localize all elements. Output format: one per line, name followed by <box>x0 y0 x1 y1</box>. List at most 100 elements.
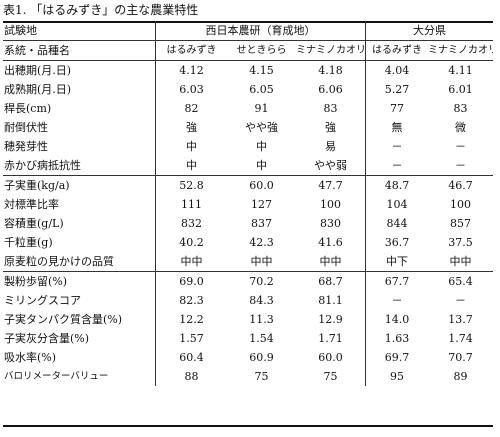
row-label: 耐倒伏性 <box>4 121 48 134</box>
table-cell: 4.18 <box>318 64 343 77</box>
table-cell: 91 <box>254 102 269 115</box>
table-cell: 69.7 <box>365 348 428 367</box>
row-label: 製粉歩留(%) <box>4 275 68 288</box>
table-row: バロリメーターバリュー 88 75 75 95 89 <box>3 367 493 386</box>
header-variety-label: 系統・品種名 <box>4 44 70 57</box>
table-cell: 中 <box>155 137 227 156</box>
table-cell: 6.05 <box>249 83 274 96</box>
table-cell: 82 <box>155 99 227 118</box>
header-row-site: 試験地 西日本農研（育成地） 大分県 <box>3 21 493 40</box>
table-cell: － <box>365 291 428 310</box>
table-row: 成熟期(月.日) 6.03 6.05 6.06 5.27 6.01 <box>3 80 493 99</box>
table-cell: 837 <box>251 217 272 230</box>
row-label: 子実タンパク質含量(%) <box>4 313 123 326</box>
table-cell: 5.27 <box>365 80 428 99</box>
table-row: 稈長(cm) 82 91 83 77 83 <box>3 99 493 118</box>
table-cell: 75 <box>254 370 269 383</box>
table-cell: 13.7 <box>448 313 473 326</box>
table-row: 子実重(kg/a) 52.8 60.0 47.7 48.7 46.7 <box>3 175 493 195</box>
table-cell: － <box>365 137 428 156</box>
table-cell: 中中 <box>449 255 472 268</box>
table-cell: 1.71 <box>318 332 343 345</box>
table-cell: 104 <box>365 195 428 214</box>
table-cell: 41.6 <box>318 236 343 249</box>
header-group-nishinihon: 西日本農研（育成地） <box>155 21 365 40</box>
row-label: 対標準比率 <box>4 198 59 211</box>
table-row: 吸水率(%) 60.4 60.9 60.0 69.7 70.7 <box>3 348 493 367</box>
table-cell: 4.11 <box>448 64 473 77</box>
row-label: 千粒重(g) <box>4 236 53 249</box>
table-row: 原麦粒の見かけの品質 中中 中中 中中 中下 中中 <box>3 252 493 271</box>
table-cell: 83 <box>453 102 468 115</box>
table-cell: 強 <box>155 118 227 137</box>
table-cell: 857 <box>450 217 471 230</box>
table-cell: 無 <box>365 118 428 137</box>
table-cell: 84.3 <box>249 294 274 307</box>
table-cell: 48.7 <box>365 176 428 195</box>
row-label: バロリメーターバリュー <box>4 371 109 382</box>
table-cell: 42.3 <box>249 236 274 249</box>
table-cell: 65.4 <box>448 275 473 288</box>
table-cell: 68.7 <box>318 275 343 288</box>
table-row: 千粒重(g) 40.2 42.3 41.6 36.7 37.5 <box>3 233 493 252</box>
row-label: 赤かび病抵抗性 <box>4 159 81 172</box>
row-label: 出穂期(月.日) <box>4 64 72 77</box>
table-row: 容積重(g/L) 832 837 830 844 857 <box>3 214 493 233</box>
table-row: 出穂期(月.日) 4.12 4.15 4.18 4.04 4.11 <box>3 61 493 80</box>
table-cell: 1.63 <box>365 329 428 348</box>
table-row: 子実灰分含量(%) 1.57 1.54 1.71 1.63 1.74 <box>3 329 493 348</box>
table-cell: 14.0 <box>365 310 428 329</box>
row-label: 容積重(g/L) <box>4 217 64 230</box>
table-cell: 中中 <box>155 252 227 271</box>
table-cell: 100 <box>450 198 471 211</box>
row-label: 原麦粒の見かけの品質 <box>4 255 114 268</box>
table-cell: 4.12 <box>155 61 227 80</box>
table-cell: 中中 <box>250 255 273 268</box>
table-cell: 52.8 <box>155 176 227 195</box>
table-cell: 60.0 <box>318 351 343 364</box>
table-row: 耐倒伏性 強 やや強 強 無 微 <box>3 118 493 137</box>
table-cell: 中中 <box>319 255 342 268</box>
table-cell: 111 <box>155 195 227 214</box>
row-label: 稈長(cm) <box>4 102 52 115</box>
table-cell: 6.06 <box>318 83 343 96</box>
header-variety: はるみずき <box>365 41 428 60</box>
table-cell: 100 <box>320 198 341 211</box>
table-cell: 127 <box>251 198 272 211</box>
table-cell: － <box>455 294 466 307</box>
table-cell: 4.15 <box>249 64 274 77</box>
table-cell: やや弱 <box>314 159 347 172</box>
table-cell: 40.2 <box>155 233 227 252</box>
table-cell: 70.2 <box>249 275 274 288</box>
table-cell: － <box>455 159 466 172</box>
table-cell: 67.7 <box>365 272 428 291</box>
header-variety: ミナミノカオリ <box>428 45 493 56</box>
table-cell: 830 <box>320 217 341 230</box>
table-row: 赤かび病抵抗性 中 中 やや弱 － － <box>3 156 493 175</box>
table-cell: 易 <box>325 140 336 153</box>
table-cell: 37.5 <box>448 236 473 249</box>
header-site-label: 試験地 <box>4 24 37 37</box>
table-cell: 60.9 <box>249 351 274 364</box>
table-cell: 6.01 <box>448 83 473 96</box>
header-variety: はるみずき <box>155 41 227 60</box>
table-row: 穂発芽性 中 中 易 － － <box>3 137 493 156</box>
header-variety: ミナミノカオリ <box>296 45 365 56</box>
table-row: ミリングスコア 82.3 84.3 81.1 － － <box>3 291 493 310</box>
table-row: 製粉歩留(%) 69.0 70.2 68.7 67.7 65.4 <box>3 271 493 291</box>
table-cell: 89 <box>453 370 468 383</box>
table-cell: 832 <box>155 214 227 233</box>
table-cell: 82.3 <box>155 291 227 310</box>
table-cell: 75 <box>323 370 338 383</box>
table-cell: 4.04 <box>365 61 428 80</box>
row-label: 成熟期(月.日) <box>4 83 72 96</box>
table-cell: 83 <box>323 102 338 115</box>
table-cell: 36.7 <box>365 233 428 252</box>
table-cell: 11.3 <box>249 313 274 326</box>
table-cell: 46.7 <box>448 179 473 192</box>
table-cell: 47.7 <box>318 179 343 192</box>
row-label: 吸水率(%) <box>4 351 57 364</box>
row-label: 子実重(kg/a) <box>4 179 70 192</box>
table-cell: － <box>365 156 428 175</box>
table-cell: － <box>455 140 466 153</box>
